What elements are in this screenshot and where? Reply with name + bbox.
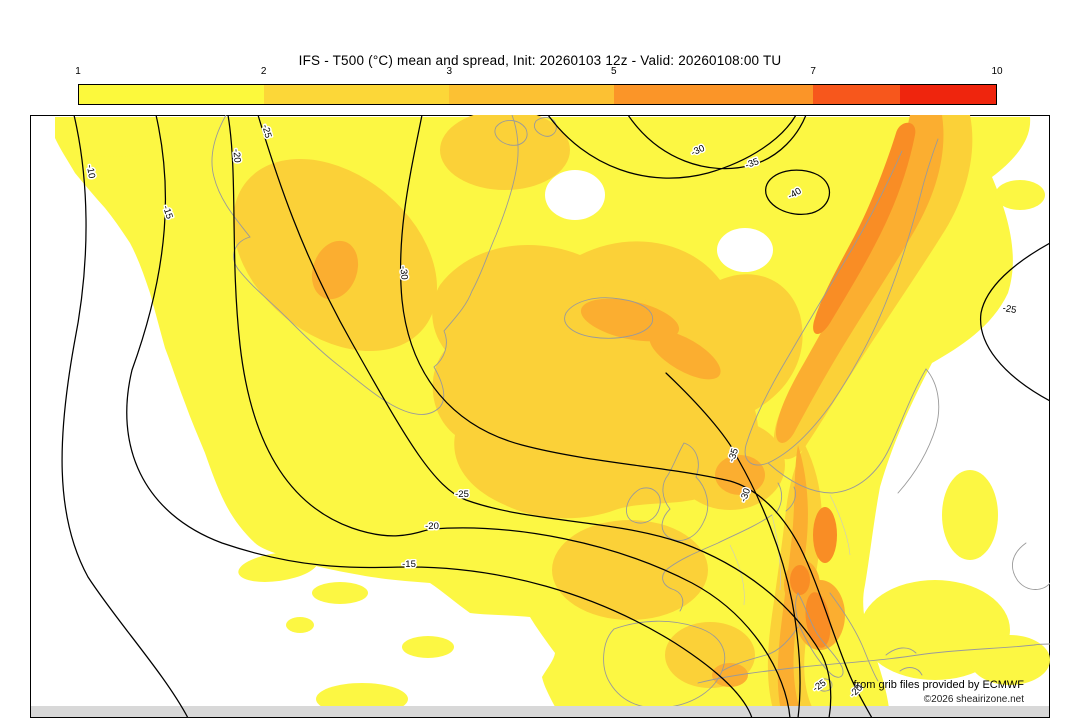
spread-colorbar [78, 84, 997, 105]
colorbar-segment-1 [264, 85, 450, 104]
colorbar-tick-row: 1 2 3 5 7 10 [75, 66, 1002, 80]
map-area: -10 -15 -20 -25 -30 -30 -35 -40 -25 -35 -30 -25 -20-… [30, 115, 1050, 718]
colorbar-tick-1: 1 [75, 66, 81, 77]
colorbar-segment-0 [79, 85, 265, 104]
temperature-contours [61, 115, 1050, 718]
contour-label: -25 [455, 489, 469, 500]
credit-copyright: ©2026 sheairizone.net [923, 694, 1024, 705]
coastlines [211, 115, 1050, 709]
contour-label: -25 [259, 123, 273, 139]
colorbar-tick-10: 10 [991, 66, 1003, 77]
colorbar-segment-4 [812, 85, 900, 104]
spread-fill-under-1 [545, 170, 773, 272]
weather-map-svg: -10-15-20-25-30-30-35-40-25-35-30-25-20-… [30, 115, 1050, 718]
contour-label: -20 [230, 148, 242, 163]
chart-title: IFS - T500 (°C) mean and spread, Init: 2… [298, 53, 782, 68]
contour-label: -20 [425, 521, 439, 532]
colorbar-tick-5: 5 [610, 66, 617, 77]
colorbar-tick-2: 2 [260, 66, 267, 77]
colorbar-tick-7: 7 [810, 66, 816, 77]
colorbar-segment-3 [613, 85, 813, 104]
credits: from grib files provided by ECMWF ©2026 … [853, 679, 1024, 705]
colorbar-tick-3: 3 [446, 66, 453, 77]
map-bottom-strip [31, 706, 1049, 717]
contour-label: -10 [84, 164, 97, 179]
contour-label: -30 [397, 265, 409, 280]
contour-label: -15 [402, 559, 416, 570]
colorbar-segment-2 [449, 85, 614, 104]
colorbar-segment-5 [899, 85, 996, 104]
contour-label: -25 [1002, 303, 1017, 316]
credit-source: from grib files provided by ECMWF [853, 679, 1024, 691]
